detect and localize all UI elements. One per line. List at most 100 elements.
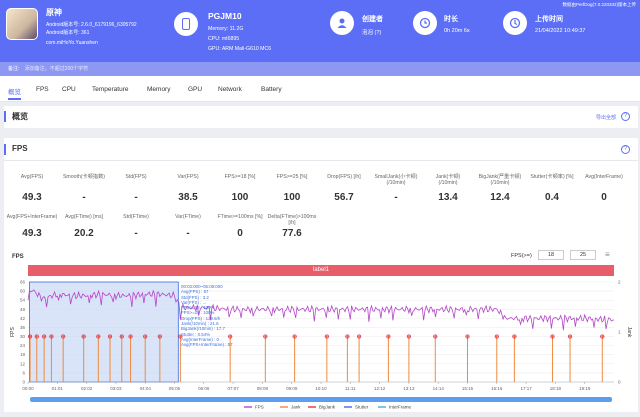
- fps-accent: [4, 144, 6, 155]
- stat-label: Std(FPS): [125, 174, 147, 180]
- remark-label: 备注:: [8, 66, 20, 72]
- upload-label: 上传时间: [535, 16, 563, 23]
- stat-value: 13.4: [438, 192, 458, 203]
- stat-label: FPS>=25 [%]: [276, 174, 308, 180]
- tab-memory[interactable]: Memory: [147, 86, 171, 93]
- fps-threshold-input-2[interactable]: 25: [570, 250, 596, 260]
- duration-label: 时长: [444, 16, 458, 23]
- stat-label: Jank(卡顿) (/10min): [435, 174, 461, 186]
- settings-icon[interactable]: ≡: [605, 250, 610, 259]
- x-tick-label: 06:06: [198, 386, 210, 391]
- x-tick-label: 11:11: [345, 386, 356, 391]
- phone-icon: [174, 12, 198, 36]
- tab-network[interactable]: Network: [218, 86, 242, 93]
- x-tick-label: 04:04: [140, 386, 152, 391]
- tooltip-line: Avg(InterFrame) : 0: [181, 336, 219, 342]
- stat-label: Std(FTime): [123, 214, 149, 220]
- upload-value: 21/04/2022 10:49:37: [535, 28, 586, 34]
- tab-battery[interactable]: Battery: [261, 86, 282, 93]
- y-tick-label: 6: [22, 370, 25, 375]
- stat-value: 0: [601, 192, 607, 203]
- tooltip-line: FPS>=18 : 100%: [181, 305, 215, 311]
- y2-tick-label: 2: [618, 280, 621, 285]
- user-icon: [330, 11, 354, 35]
- x-tick-label: 01:01: [52, 386, 64, 391]
- stat-value: -: [82, 192, 86, 203]
- tab-fps[interactable]: FPS: [36, 86, 49, 93]
- x-tick-label: 16:16: [491, 386, 503, 391]
- app-name: 原神: [46, 8, 62, 17]
- stat-value: 49.3: [22, 228, 42, 239]
- creator-label: 创建者: [362, 16, 383, 23]
- clock-icon: [413, 11, 437, 35]
- stat-label: Avg(FPS+InterFrame): [6, 214, 58, 220]
- tool-info: 数据由PerfDog(7.0.220332)版本上传: [562, 2, 636, 7]
- stat-label: Var(FTime): [175, 214, 201, 220]
- label-bar[interactable]: label1: [28, 265, 614, 276]
- stat-label: Delta(FTime)>100ms [/h]: [267, 214, 317, 226]
- app-version: Android版本号: 2.6.0_6179196_6305792: [46, 22, 137, 28]
- stat-value: -: [394, 192, 398, 203]
- report-header: 原神 Android版本号: 2.6.0_6179196_6305792 And…: [0, 0, 640, 62]
- remark-bar[interactable]: 备注: 添加备注，不超过200个字符: [0, 62, 640, 76]
- legend-label: Jank: [291, 405, 301, 410]
- tooltip-line: Avg(FPS+InterFrame) : 57: [181, 342, 233, 348]
- app-icon: [6, 8, 38, 40]
- tooltip-line: Drop(FPS) : 129.8/h: [181, 315, 221, 321]
- stat-label: Avg(FPS): [20, 174, 44, 180]
- y-axis-title: FPS: [10, 326, 16, 336]
- stat-value: -: [134, 192, 138, 203]
- tooltip-line: Avg(FPS) : 57: [181, 289, 209, 295]
- stat-value: 20.2: [74, 228, 94, 239]
- fps-series-line: [27, 289, 615, 331]
- stat-value: -: [134, 228, 138, 239]
- stat-value: 100: [283, 192, 301, 203]
- y-tick-label: 24: [20, 343, 26, 348]
- stat-value: 77.6: [282, 228, 302, 239]
- stat-value: 12.4: [490, 192, 510, 203]
- fps-threshold-label: FPS(>=): [511, 253, 532, 259]
- stat-label: Smooth(卡顿指数): [62, 174, 106, 180]
- stat-value: 100: [231, 192, 249, 203]
- stat-label: Var(FPS): [177, 174, 199, 180]
- overview-accent: [4, 111, 6, 122]
- y2-axis-title: Jank: [626, 327, 632, 338]
- remark-text[interactable]: 添加备注，不超过200个字符: [24, 66, 89, 72]
- package-name: com.miHoYo.Yuanshen: [46, 40, 98, 46]
- tab-temperature[interactable]: Temperature: [92, 86, 129, 93]
- y-tick-label: 54: [20, 298, 26, 303]
- tab-overview[interactable]: 概览: [8, 89, 21, 96]
- tab-cpu[interactable]: CPU: [62, 86, 76, 93]
- y-tick-label: 48: [20, 307, 26, 312]
- x-tick-label: 05:05: [169, 386, 181, 391]
- y-tick-label: 30: [20, 334, 26, 339]
- stat-label: SmallJank(小卡顿) (/10min): [374, 174, 418, 186]
- y-tick-label: 36: [20, 325, 26, 330]
- tooltip-line: FPS>=25 : 100%: [181, 310, 215, 316]
- overview-title: 概览: [12, 112, 28, 121]
- duration-value: 0h 20m 6s: [444, 28, 470, 34]
- overview-card: 概览 导出全部 ?: [4, 106, 638, 128]
- tooltip-line: 00:03:000~05:08:000: [181, 284, 223, 289]
- tooltip-line: Jank(/10min) : 21.6: [181, 321, 219, 327]
- device-gpu: GPU: ARM Mali-G610 MC6: [208, 46, 272, 52]
- fps-help-icon[interactable]: ?: [621, 145, 630, 154]
- y-tick-label: 12: [20, 361, 26, 366]
- export-all-link[interactable]: 导出全部: [595, 115, 616, 121]
- tooltip-line: Var(FPS) : ...: [181, 299, 207, 305]
- x-tick-label: 08:08: [257, 386, 269, 391]
- x-tick-label: 14:14: [433, 386, 445, 391]
- device-name: PGJM10: [208, 11, 242, 21]
- fps-chart[interactable]: 0 6 12 18 24 30 36 42 48 54 60 66 0 1 2 FPS Jank 00:00 01:…: [4, 278, 638, 412]
- x-tick-label: 03:03: [110, 386, 122, 391]
- stat-label: FTime>=100ms [%]: [217, 214, 263, 220]
- fps-threshold-input-1[interactable]: 18: [538, 250, 564, 260]
- device-memory: Memory: 11.2G: [208, 26, 244, 32]
- tab-gpu[interactable]: GPU: [188, 86, 203, 93]
- app-version-code: Android版本号: 361: [46, 30, 90, 36]
- stat-value: -: [186, 228, 190, 239]
- x-tick-label: 13:13: [403, 386, 415, 391]
- tooltip-line: BigJank(/10min) : 17.7: [181, 326, 225, 332]
- stat-value: 49.3: [22, 192, 42, 203]
- help-icon[interactable]: ?: [621, 112, 630, 121]
